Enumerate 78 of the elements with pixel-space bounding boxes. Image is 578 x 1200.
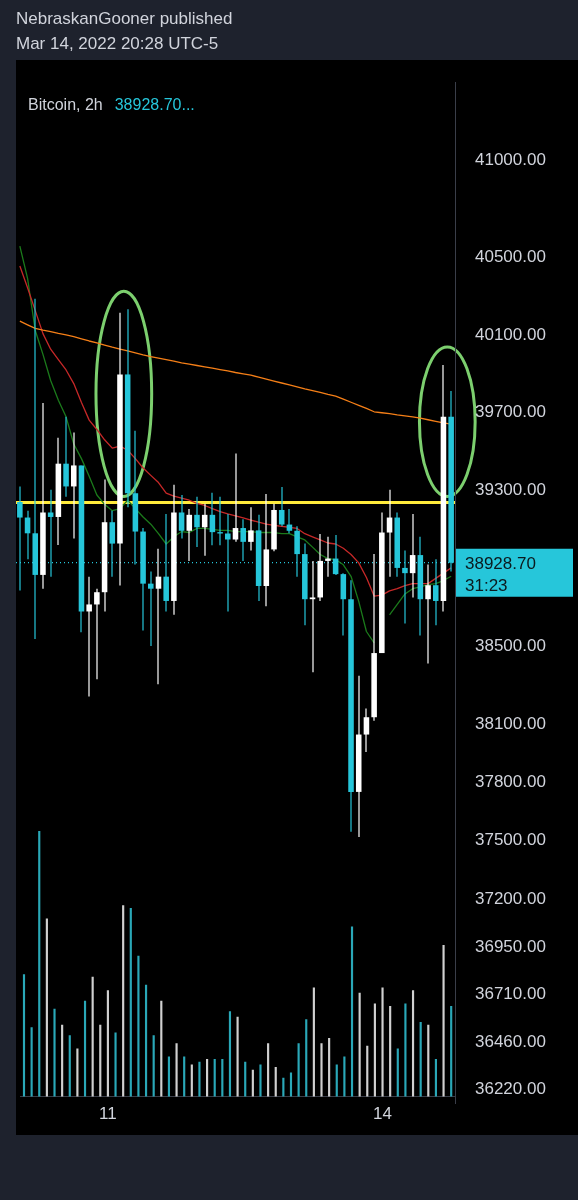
y-tick-label: 39300.00 bbox=[475, 480, 546, 500]
bar bbox=[434, 1059, 438, 1097]
y-tick-label: 37800.00 bbox=[475, 771, 546, 791]
bar bbox=[259, 1064, 262, 1097]
bar bbox=[221, 1059, 224, 1097]
bar bbox=[213, 1059, 216, 1097]
bar bbox=[228, 1011, 232, 1097]
bar bbox=[137, 955, 140, 1097]
bar bbox=[183, 1056, 186, 1097]
y-tick-label: 38500.00 bbox=[475, 635, 546, 655]
y-tick-label: 41000.00 bbox=[475, 149, 546, 169]
bar bbox=[396, 1048, 399, 1097]
bar bbox=[38, 830, 41, 1097]
bar bbox=[381, 987, 384, 1097]
bar bbox=[198, 1061, 201, 1097]
bar bbox=[297, 1043, 300, 1097]
text: NebraskanGooner published bbox=[16, 8, 233, 30]
y-tick-label: 40100.00 bbox=[475, 324, 546, 344]
y-tick-label: 36950.00 bbox=[475, 937, 546, 957]
bar bbox=[68, 1035, 71, 1097]
text: Mar 14, 2022 20:28 UTC-5 bbox=[16, 33, 220, 55]
bar bbox=[99, 1024, 102, 1097]
bar bbox=[389, 1006, 392, 1097]
bar bbox=[152, 1035, 155, 1097]
bar bbox=[328, 1037, 331, 1097]
bar bbox=[175, 1043, 178, 1097]
text: Bitcoin, 2h bbox=[28, 96, 103, 114]
bar bbox=[343, 1056, 346, 1097]
text: 38928.70... bbox=[114, 96, 195, 114]
bar bbox=[274, 1067, 277, 1097]
bar bbox=[419, 1021, 422, 1097]
bar bbox=[350, 926, 354, 1097]
bar bbox=[244, 1061, 247, 1097]
bar bbox=[53, 1008, 56, 1097]
bar bbox=[320, 1043, 323, 1097]
bar bbox=[358, 992, 361, 1097]
text: 31:23 bbox=[465, 575, 508, 595]
x-tick-label: 11 bbox=[99, 1104, 117, 1124]
bar bbox=[450, 1006, 453, 1097]
bar bbox=[122, 905, 125, 1097]
bar bbox=[61, 1024, 64, 1097]
bar bbox=[305, 1019, 308, 1097]
y-tick-label: 38100.00 bbox=[475, 713, 546, 733]
bar bbox=[144, 984, 148, 1097]
y-tick-label: 37500.00 bbox=[475, 830, 546, 850]
y-tick-label: 36220.00 bbox=[475, 1079, 546, 1099]
x-tick-label: 14 bbox=[373, 1104, 392, 1124]
bar bbox=[76, 1048, 79, 1097]
bar bbox=[411, 990, 415, 1097]
bar bbox=[312, 987, 315, 1097]
bar bbox=[22, 974, 26, 1097]
bar bbox=[289, 1072, 293, 1097]
bar bbox=[267, 1043, 270, 1097]
bar bbox=[91, 976, 94, 1097]
bar bbox=[236, 1016, 239, 1097]
bar bbox=[114, 1032, 117, 1097]
bar bbox=[427, 1024, 430, 1097]
bar bbox=[160, 1000, 163, 1097]
bar bbox=[442, 945, 445, 1097]
bar bbox=[106, 990, 109, 1097]
bar bbox=[335, 1064, 338, 1097]
y-tick-label: 37200.00 bbox=[475, 888, 546, 908]
y-tick-label: 39700.00 bbox=[475, 402, 546, 422]
bar bbox=[190, 1064, 193, 1097]
bar bbox=[404, 1003, 407, 1097]
y-tick-label: 36460.00 bbox=[475, 1032, 546, 1052]
bar bbox=[251, 1069, 254, 1097]
ref-line-label: 38928.70 bbox=[465, 553, 536, 573]
bar bbox=[167, 1056, 171, 1097]
bar bbox=[366, 1045, 369, 1097]
y-tick-label: 36710.00 bbox=[475, 983, 546, 1003]
bar bbox=[129, 907, 132, 1097]
bar bbox=[30, 1027, 33, 1097]
bar bbox=[373, 1003, 376, 1097]
bar bbox=[83, 1000, 87, 1097]
bar bbox=[206, 1059, 209, 1097]
y-tick-label: 40500.00 bbox=[475, 246, 546, 266]
bar bbox=[45, 918, 48, 1097]
